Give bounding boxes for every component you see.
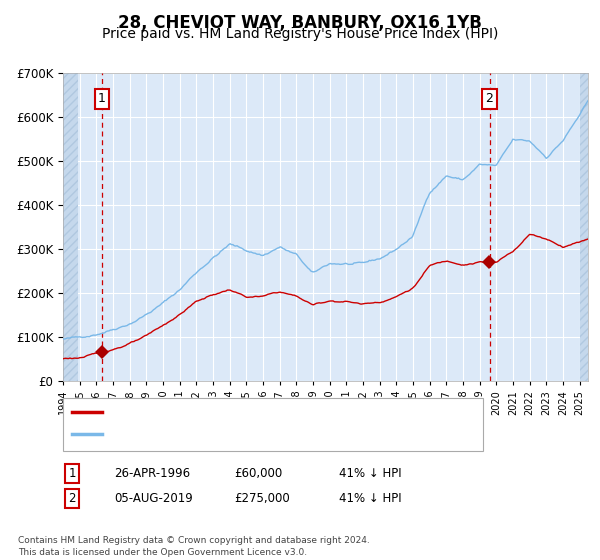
Text: Contains HM Land Registry data © Crown copyright and database right 2024.
This d: Contains HM Land Registry data © Crown c… [18,536,370,557]
Text: 28, CHEVIOT WAY, BANBURY, OX16 1YB: 28, CHEVIOT WAY, BANBURY, OX16 1YB [118,14,482,32]
Text: HPI: Average price, detached house, Cherwell: HPI: Average price, detached house, Cher… [107,427,377,441]
Polygon shape [580,73,588,381]
Text: 2: 2 [68,492,76,505]
Text: 2: 2 [485,92,493,105]
Text: £60,000: £60,000 [234,466,282,480]
Text: 05-AUG-2019: 05-AUG-2019 [114,492,193,505]
Text: 41% ↓ HPI: 41% ↓ HPI [339,466,401,480]
Text: 41% ↓ HPI: 41% ↓ HPI [339,492,401,505]
Text: 1: 1 [68,466,76,480]
Text: Price paid vs. HM Land Registry's House Price Index (HPI): Price paid vs. HM Land Registry's House … [102,27,498,41]
Text: 26-APR-1996: 26-APR-1996 [114,466,190,480]
Text: 1: 1 [98,92,106,105]
Text: £275,000: £275,000 [234,492,290,505]
Polygon shape [63,73,79,381]
Text: 28, CHEVIOT WAY, BANBURY, OX16 1YB (detached house): 28, CHEVIOT WAY, BANBURY, OX16 1YB (deta… [107,405,447,418]
